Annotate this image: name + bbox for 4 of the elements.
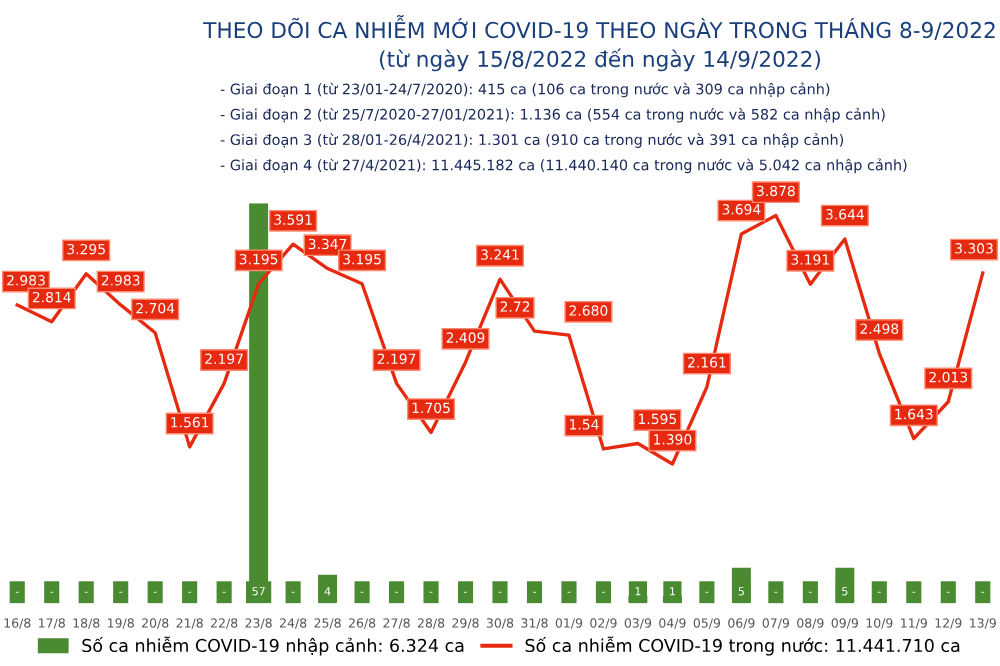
- chart-subtitle: (từ ngày 15/8/2022 đến ngày 14/9/2022): [379, 48, 821, 72]
- chart-title: THEO DÕI CA NHIỄM MỚI COVID-19 THEO NGÀY TRONG THÁNG 8-9/2022: [203, 15, 995, 40]
- legend-label: Số ca nhiễm COVID-19 nhập cảnh: 6.324 ca: [82, 636, 464, 656]
- legend-label: Số ca nhiễm COVID-19 trong nước: 11.441.710 ca: [525, 636, 960, 656]
